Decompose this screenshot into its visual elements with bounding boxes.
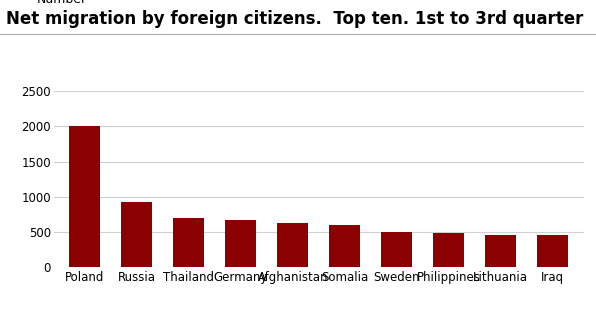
Text: Net migration by foreign citizens.  Top ten. 1st to 3rd quarter: Net migration by foreign citizens. Top t… <box>6 10 583 28</box>
Bar <box>329 225 361 267</box>
Bar <box>225 220 256 267</box>
Bar <box>121 202 153 267</box>
Bar <box>485 235 517 267</box>
Bar <box>381 232 412 267</box>
Bar <box>69 126 101 267</box>
Bar <box>537 235 569 267</box>
Bar <box>173 218 204 267</box>
Bar <box>433 233 464 267</box>
Text: Number: Number <box>36 0 86 6</box>
Bar <box>277 223 309 267</box>
